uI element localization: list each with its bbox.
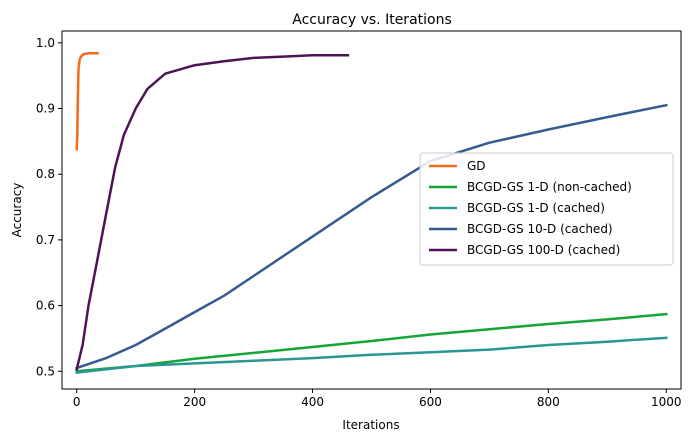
chart-title: Accuracy vs. Iterations <box>292 12 452 28</box>
legend-label-bcgd-gs-1-d-cached: BCGD-GS 1-D (cached) <box>467 201 605 215</box>
x-tick-label: 800 <box>537 395 560 409</box>
x-axis-label: Iterations <box>342 418 399 432</box>
plot-area <box>75 52 668 374</box>
series-line-bcgd-gs-1-d-cached <box>75 336 668 374</box>
legend: GD BCGD-GS 1-D (non-cached) BCGD-GS 1-D (c… <box>419 152 674 266</box>
x-axis: 0 200 400 600 800 1000 <box>73 389 682 409</box>
y-tick-label: 0.5 <box>36 364 55 378</box>
series-line-bcgd-gs-10-d-cached <box>75 103 668 370</box>
legend-label-bcgd-gs-10-d-cached: BCGD-GS 10-D (cached) <box>467 222 613 236</box>
x-tick-label: 600 <box>419 395 442 409</box>
x-tick-label: 0 <box>73 395 81 409</box>
x-tick-label: 400 <box>301 395 324 409</box>
y-tick-label: 0.8 <box>36 167 55 181</box>
y-tick-label: 1.0 <box>36 36 55 50</box>
axes-frame <box>61 30 682 390</box>
legend-box <box>419 152 674 266</box>
legend-label-bcgd-gs-1-d-non-cached: BCGD-GS 1-D (non-cached) <box>467 180 632 194</box>
y-axis-label: Accuracy <box>10 183 24 238</box>
series-line-bcgd-gs-1-d-non-cached <box>75 312 668 373</box>
legend-label-gd: GD <box>467 159 486 173</box>
y-axis: 0.5 0.6 0.7 0.8 0.9 1.0 <box>36 36 62 378</box>
x-tick-label: 200 <box>183 395 206 409</box>
series-line-bcgd-gs-100-d-cached <box>75 54 350 371</box>
x-tick-label: 1000 <box>651 395 682 409</box>
y-tick-label: 0.6 <box>36 299 55 313</box>
y-tick-label: 0.7 <box>36 233 55 247</box>
y-tick-label: 0.9 <box>36 102 55 116</box>
legend-label-bcgd-gs-100-d-cached: BCGD-GS 100-D (cached) <box>467 243 620 257</box>
series-line-gd <box>75 52 99 151</box>
